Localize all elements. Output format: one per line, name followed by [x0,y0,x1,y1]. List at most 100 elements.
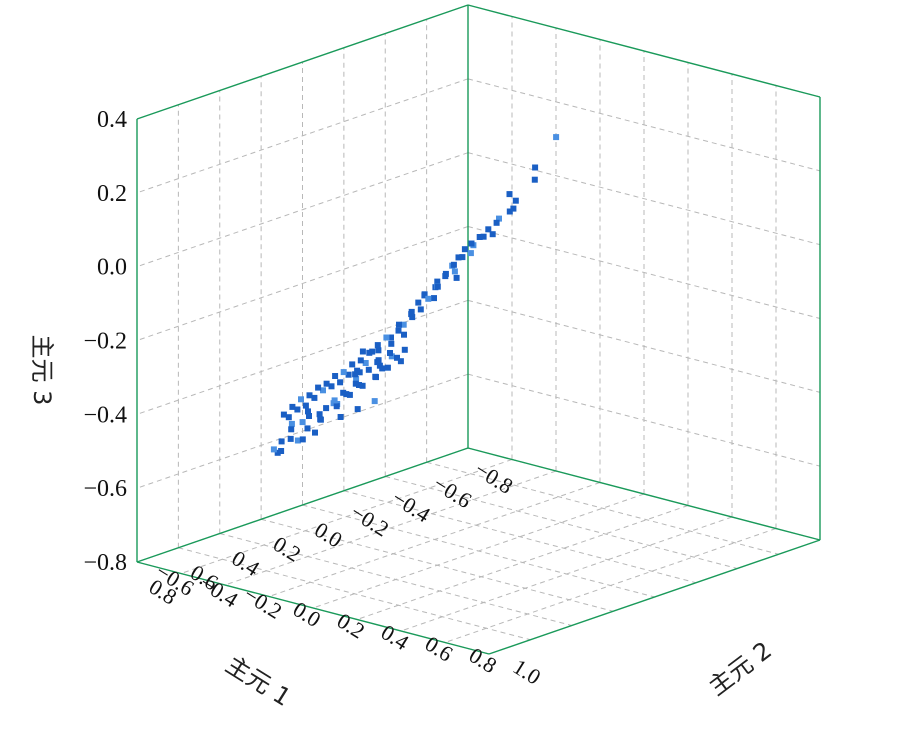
scatter-point [417,306,424,313]
z-tick-label: −0.6 [83,476,127,502]
scatter-point [397,358,404,365]
scatter-point [434,283,441,290]
z-tick-label: −0.4 [83,402,127,428]
scatter-point [345,371,352,378]
scatter-point [337,379,344,386]
scatter-point [496,215,502,222]
scatter-point [278,438,285,445]
scatter-point [294,406,301,413]
scatter-point [383,334,390,341]
scatter-point [384,364,391,371]
y-tick-label: −0.2 [239,581,286,623]
scatter-point [340,389,347,396]
scatter-point [337,414,344,420]
floor-grid-line [426,461,779,555]
scatter-point [532,164,539,171]
scatter-point [302,402,309,409]
frame-edge [136,4,469,120]
scatter-point [299,419,306,426]
scatter-point [450,261,457,268]
z-tick-label: 0.2 [97,181,127,207]
left-wall-grid-line [136,226,469,341]
scatter-point [396,321,402,328]
scatter-point [320,387,326,394]
right-wall-grid-line [467,152,821,246]
scatter-point [553,134,560,141]
scatter-point [375,347,382,354]
scatter-point [394,354,400,361]
x-axis-label: 主元 1 [221,651,296,712]
scatter-point [493,219,500,226]
scatter-point [359,382,366,389]
scatter-point [388,353,395,360]
y-tick-label: 0.8 [465,642,502,678]
scatter-point [357,357,364,364]
scatter-point [340,369,347,376]
right-wall-grid-line [467,78,821,172]
right-wall-grid-line [467,226,821,319]
scatter-point [388,340,395,347]
x-tick-label: 0.2 [269,531,306,567]
scatter-point [289,403,296,410]
scatter-point [352,380,359,387]
scatter-point [485,226,492,233]
scatter-point [304,425,311,432]
scatter-point [306,392,313,399]
y-tick-label: 0.2 [333,608,370,644]
scatter-point [285,414,292,421]
scatter-point [374,359,381,366]
scatter-point [343,391,350,398]
left-wall-grid-line [136,373,469,489]
scatter-point [365,366,372,373]
scatter-point [346,391,353,398]
x-tick-label: 0.4 [227,545,264,581]
z-tick-label: 0.4 [97,107,127,133]
scatter-point [510,205,517,212]
scatter-point [371,398,378,405]
scatter-point [401,331,407,338]
scatter-point [506,208,513,215]
scatter-point [359,348,366,355]
scatter-point [353,375,360,382]
floor-grid-line [400,516,733,632]
frame-edge [136,561,490,655]
scatter-point [317,416,324,423]
scatter-point [270,446,277,453]
scatter-point [400,321,407,328]
scatter-point [506,191,513,198]
scatter-point [306,413,312,419]
scatter-point [387,350,393,356]
scatter-point [323,380,330,387]
scatter-point [354,406,361,413]
scatter-point [373,374,379,381]
frame-edge [488,539,821,655]
floor-grid-line [356,505,689,620]
scatter-point [299,436,306,443]
data-points [270,134,560,456]
scatter-point [451,268,458,275]
scatter-point [388,334,394,341]
scatter-point [531,176,538,183]
left-wall-grid-line [136,152,469,268]
floor-grid-line [444,528,777,643]
scatter-point [331,397,338,404]
scatter-point [316,411,323,418]
scatter-point [356,369,363,376]
scatter-point [459,254,466,261]
frame-edge [467,4,821,98]
frame-edge [467,447,821,541]
z-tick-label: −0.8 [83,550,127,576]
z-tick-label: −0.2 [83,329,127,355]
floor-grid-line [180,459,513,574]
scatter-point [395,327,402,334]
scatter-point [442,273,449,280]
scatter-point [425,295,432,302]
z-axis-label: 主元 3 [28,335,56,406]
left-wall-grid-line [136,78,469,194]
scatter-point [352,371,359,378]
floor-grid-line [268,482,601,597]
scatter-point [323,405,330,412]
floor-grid-line [385,476,738,569]
axis-frame [136,4,821,655]
